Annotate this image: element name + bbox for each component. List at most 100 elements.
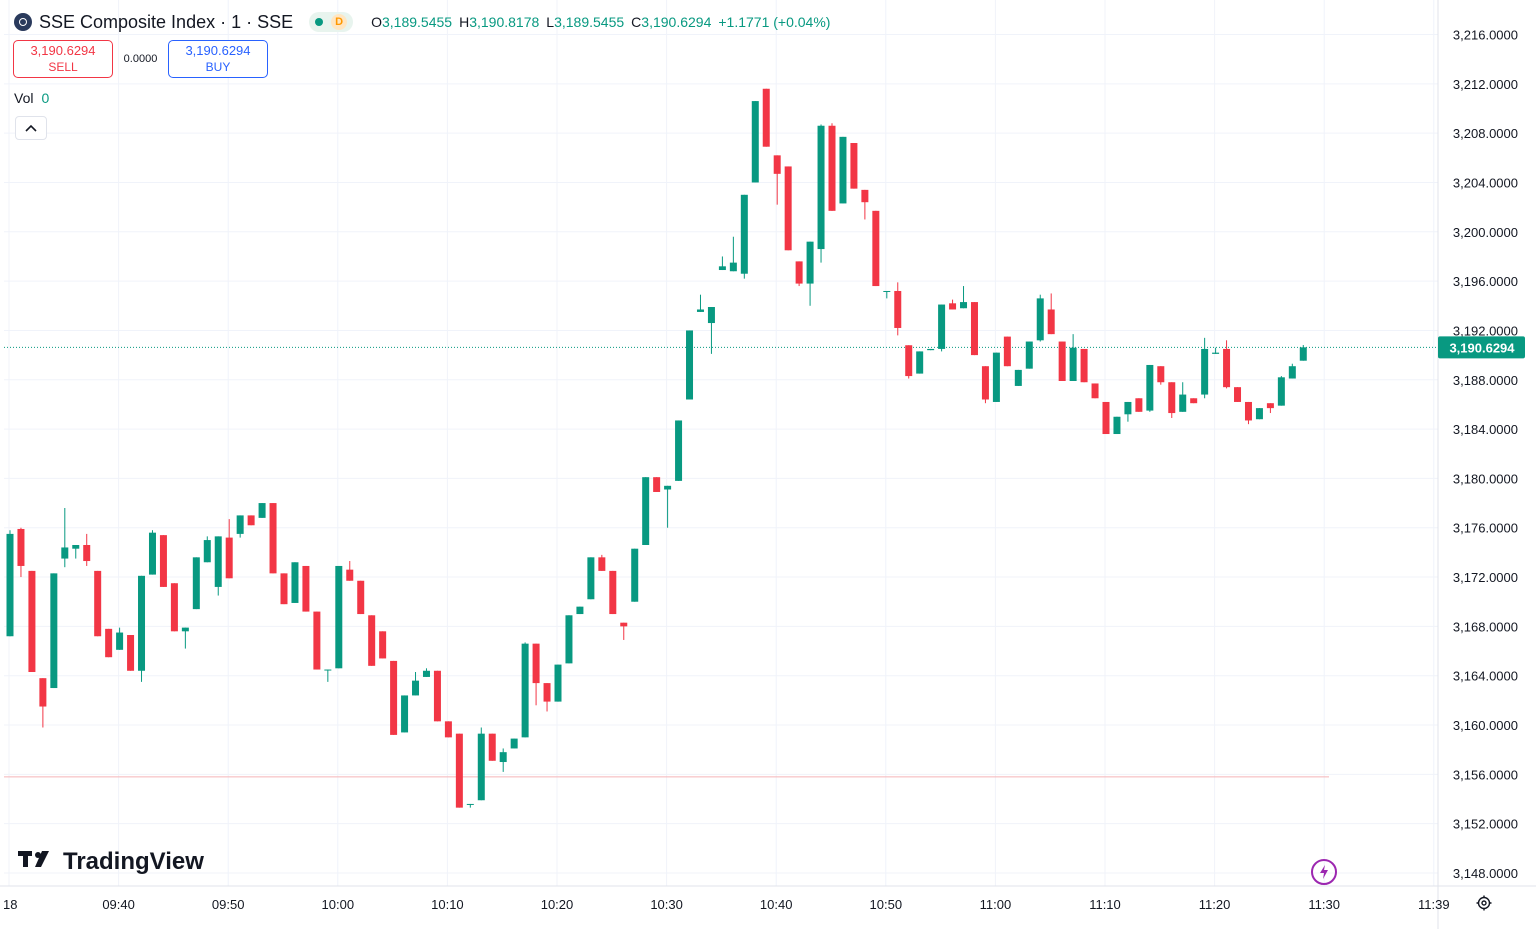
time-tick-label: 09:50 [212,897,245,912]
candle-up [751,101,759,183]
time-tick-label: 10:40 [760,897,793,912]
candle-up [499,752,507,763]
candle-up [1255,408,1263,420]
candle-down [357,580,365,615]
time-tick-label: 11:20 [1199,897,1231,912]
low-value: 3,189.5455 [554,14,625,30]
candle-down [872,210,880,287]
candle-up [116,632,124,650]
candle-down [127,635,135,671]
tradingview-mark-icon [18,848,54,876]
time-tick-label: 11:10 [1089,897,1121,912]
candle-down [1003,336,1011,367]
candle-down [970,302,978,356]
candle-down [795,261,803,284]
candle-down [905,345,913,377]
candle-down [17,528,25,566]
price-tick-label: 3,196.0000 [1453,274,1518,289]
buy-label: BUY [205,60,231,74]
sell-label: SELL [48,60,78,74]
sell-button[interactable]: 3,190.6294 SELL [13,40,113,78]
candle-down [455,733,463,808]
candle-down [1080,348,1088,383]
candle-up [927,348,935,351]
candle-up [510,738,518,749]
change-value: +1.1771 (+0.04%) [718,14,831,30]
candle-up [675,420,683,481]
candle-up [50,573,58,689]
lightning-icon[interactable] [1311,859,1337,885]
symbol-title[interactable]: SSE Composite Index · 1 · SSE [39,11,294,32]
candle-down [894,290,902,328]
candle-down [433,670,441,722]
price-tick-label: 3,184.0000 [1453,422,1518,437]
candle-up [1036,298,1044,341]
last-price-badge [1438,336,1525,359]
candle-down [543,683,551,702]
candle-down [1058,341,1066,381]
candle-down [1266,403,1274,409]
candle-up [138,575,146,671]
open-value: 3,189.5455 [382,14,453,30]
collapse-legend-button[interactable] [15,116,47,140]
price-tick-label: 3,192.0000 [1453,323,1518,338]
candle-down [346,569,354,581]
tradingview-wordmark: TradingView [63,848,204,875]
tradingview-logo[interactable]: TradingView [18,848,204,876]
candle-down [1244,401,1252,421]
candle-down [532,643,540,684]
low-label: L [546,14,555,30]
candle-down [620,622,628,627]
candle-down [1135,398,1143,412]
close-value: 3,190.6294 [641,14,712,30]
candle-up [521,643,529,738]
open-label: O [371,14,382,30]
ohlc-values: O3,189.5455 H3,190.8178 L3,189.5455 C3,190.… [371,14,830,30]
settings-gear-icon[interactable] [1474,893,1494,913]
candle-down [105,628,113,658]
candle-down [861,189,869,203]
candle-up [631,548,639,602]
candle-down [609,570,617,615]
candle-down [1102,401,1110,435]
volume-legend: Vol 0 [14,90,49,106]
price-tick-label: 3,156.0000 [1453,767,1518,782]
candle-up [729,262,737,272]
last-price-label: 3,190.6294 [1449,340,1515,355]
candle-up [412,680,420,696]
candle-up [664,485,672,490]
candle-up [554,664,562,702]
candle-up [6,533,14,637]
price-tick-label: 3,188.0000 [1453,373,1518,388]
candle-down [850,143,858,189]
candle-down [39,678,47,707]
time-tick-label: 11:39 [1418,897,1450,912]
price-tick-label: 3,148.0000 [1453,866,1518,881]
symbol-legend: SSE Composite Index · 1 · SSE D O3,189.5… [14,10,830,34]
symbol-logo-icon [14,13,32,31]
time-tick-label: 18 [3,897,17,912]
candle-down [1190,398,1198,404]
price-tick-label: 3,180.0000 [1453,471,1518,486]
candle-up [181,627,189,632]
trade-panel: 3,190.6294 SELL 0.0000 3,190.6294 BUY [13,40,268,78]
candle-up [1025,341,1033,369]
candle-up [883,290,891,292]
candle-up [992,352,1000,402]
candle-up [707,307,715,324]
time-tick-label: 10:20 [541,897,574,912]
candle-up [148,532,156,575]
price-tick-label: 3,152.0000 [1453,817,1518,832]
market-status-badge[interactable]: D [309,12,354,32]
time-tick-label: 10:00 [322,897,355,912]
candle-up [1212,352,1220,354]
candle-up [422,670,430,677]
volume-label[interactable]: Vol [14,90,34,106]
delayed-data-icon: D [331,14,348,30]
market-open-dot-icon [315,18,324,26]
buy-button[interactable]: 3,190.6294 BUY [168,40,268,78]
candle-down [949,303,957,310]
price-tick-label: 3,160.0000 [1453,718,1518,733]
candle-up [236,515,244,534]
